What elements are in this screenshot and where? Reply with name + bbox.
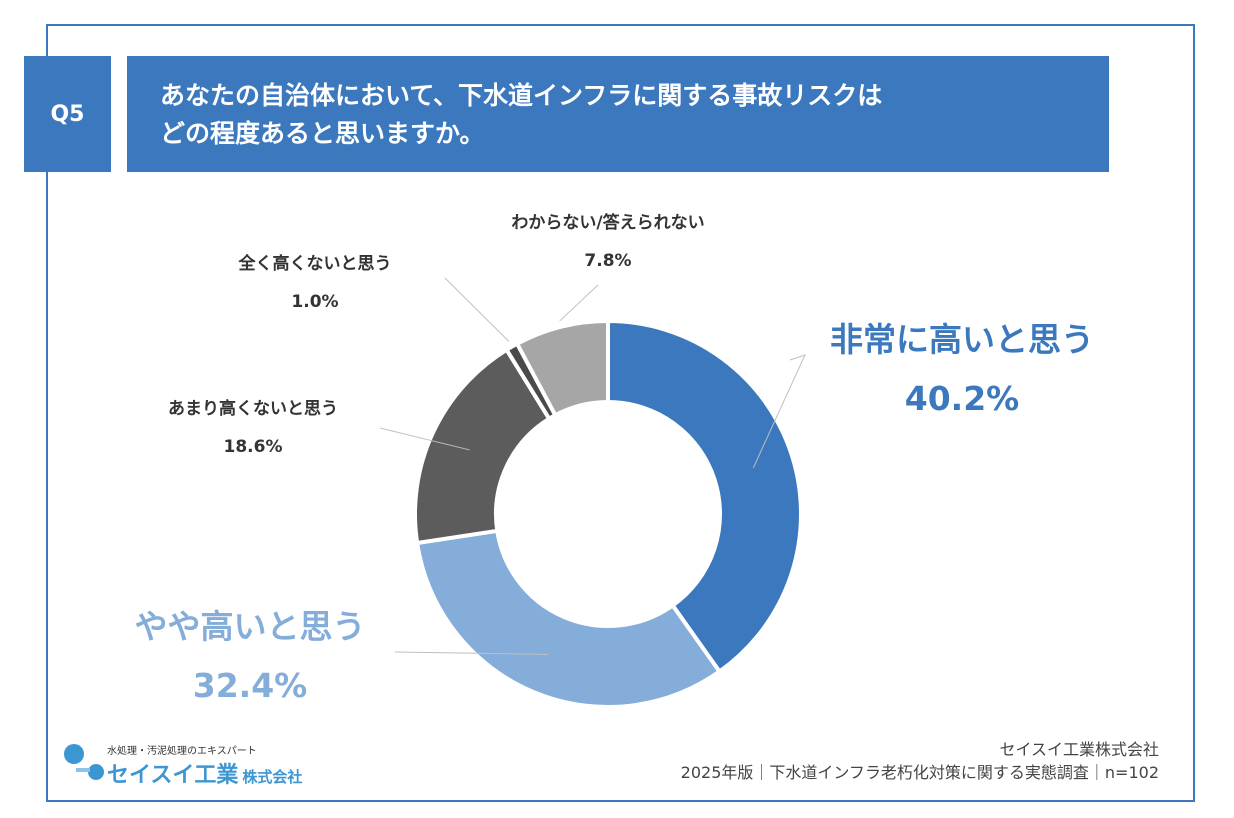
label-dont-know-value: 7.8% xyxy=(584,251,632,271)
question-banner: あなたの自治体において、下水道インフラに関する事故リスクは どの程度あると思いま… xyxy=(127,56,1109,172)
leader-lines xyxy=(379,277,806,655)
label-not-high-at-all: 全く高くないと思う 1.0% xyxy=(190,253,440,313)
label-very-high: 非常に高いと思う 40.2% xyxy=(812,313,1112,418)
slice-very-high xyxy=(606,318,803,675)
label-not-very-high-name: あまり高くないと思う xyxy=(168,399,338,419)
slice-dont-know xyxy=(514,318,610,418)
label-not-very-high-value: 18.6% xyxy=(223,437,283,457)
leader-not-high-at-all xyxy=(444,277,510,342)
footer-company: セイスイ工業株式会社 xyxy=(999,740,1159,759)
question-number: Q5 xyxy=(50,101,85,127)
label-not-very-high: あまり高くないと思う 18.6% xyxy=(128,398,378,458)
footer-survey: 2025年版｜下水道インフラ老朽化対策に関する実態調査｜n=102 xyxy=(680,763,1159,782)
label-not-high-at-all-name: 全く高くないと思う xyxy=(238,254,392,274)
label-somewhat-high-name: やや高いと思う xyxy=(134,607,366,646)
label-dont-know-name: わからない/答えられない xyxy=(511,213,705,233)
label-somewhat-high-value: 32.4% xyxy=(192,666,308,705)
label-not-high-at-all-value: 1.0% xyxy=(291,292,339,312)
leader-dont-know xyxy=(559,284,599,322)
logo-tagline: 水処理・汚泥処理のエキスパート xyxy=(107,746,257,757)
question-title-line1: あなたの自治体において、下水道インフラに関する事故リスクは xyxy=(160,81,883,110)
leader-very-high xyxy=(752,354,806,468)
leader-somewhat-high xyxy=(394,651,549,655)
water-drop-icon xyxy=(64,744,104,780)
logo-company-name: セイスイ工業 xyxy=(107,763,239,788)
logo-name: セイスイ工業 株式会社 xyxy=(107,757,302,789)
slice-somewhat-high xyxy=(414,528,723,709)
footer: セイスイ工業株式会社 2025年版｜下水道インフラ老朽化対策に関する実態調査｜n… xyxy=(681,738,1159,784)
leader-not-very-high xyxy=(379,427,470,451)
slice-not-very-high xyxy=(413,347,552,546)
label-very-high-value: 40.2% xyxy=(904,379,1020,418)
label-very-high-name: 非常に高いと思う xyxy=(830,320,1094,359)
label-somewhat-high: やや高いと思う 32.4% xyxy=(100,600,400,705)
question-number-badge: Q5 xyxy=(24,56,111,172)
label-dont-know: わからない/答えられない 7.8% xyxy=(458,212,758,272)
donut-slices xyxy=(413,318,803,709)
logo-company-suffix: 株式会社 xyxy=(242,768,303,786)
question-title-line2: どの程度あると思いますか。 xyxy=(160,119,485,148)
